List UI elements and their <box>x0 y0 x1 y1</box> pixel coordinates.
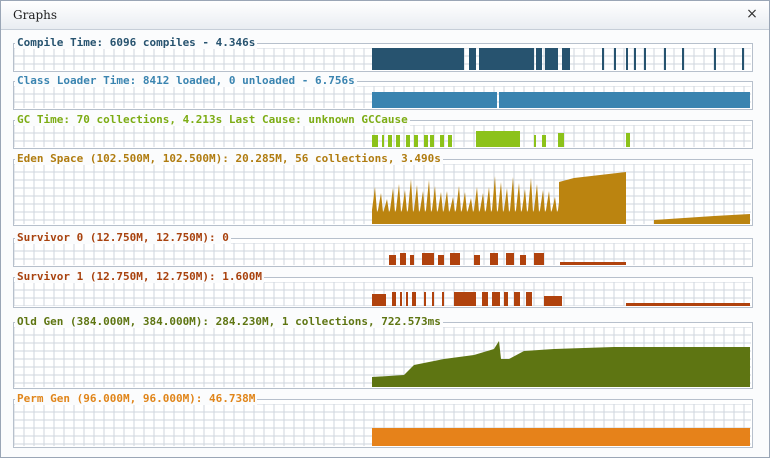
survivor-1-label: Survivor 1 (12.750M, 12.750M): 1.600M <box>15 270 265 283</box>
compile-time-panel: Compile Time: 6096 compiles - 4.346s <box>13 36 753 72</box>
compile-time-label: Compile Time: 6096 compiles - 4.346s <box>15 36 258 49</box>
old-gen-graph <box>14 327 751 387</box>
eden-space-label: Eden Space (102.500M, 102.500M): 20.285M… <box>15 152 443 165</box>
window-title: Graphs <box>13 8 58 22</box>
survivor-0-panel: Survivor 0 (12.750M, 12.750M): 0 <box>13 231 753 267</box>
compile-time-graph <box>14 48 751 70</box>
perm-gen-graph <box>14 404 751 446</box>
survivor-0-graph <box>14 243 751 265</box>
perm-gen-label: Perm Gen (96.000M, 96.000M): 46.738M <box>15 392 258 405</box>
class-loader-label: Class Loader Time: 8412 loaded, 0 unload… <box>15 74 357 87</box>
eden-space-graph <box>14 164 751 224</box>
survivor-1-panel: Survivor 1 (12.750M, 12.750M): 1.600M <box>13 270 753 308</box>
old-gen-label: Old Gen (384.000M, 384.000M): 284.230M, … <box>15 315 443 328</box>
class-loader-panel: Class Loader Time: 8412 loaded, 0 unload… <box>13 74 753 110</box>
gc-time-label: GC Time: 70 collections, 4.213s Last Cau… <box>15 113 410 126</box>
gc-time-panel: GC Time: 70 collections, 4.213s Last Cau… <box>13 113 753 149</box>
survivor-1-graph <box>14 282 751 306</box>
eden-space-panel: Eden Space (102.500M, 102.500M): 20.285M… <box>13 152 753 226</box>
survivor-0-label: Survivor 0 (12.750M, 12.750M): 0 <box>15 231 231 244</box>
class-loader-graph <box>14 86 751 108</box>
title-bar: Graphs × <box>1 1 769 30</box>
gc-time-graph <box>14 125 751 147</box>
perm-gen-panel: Perm Gen (96.000M, 96.000M): 46.738M <box>13 392 753 448</box>
close-icon[interactable]: × <box>746 6 758 22</box>
old-gen-panel: Old Gen (384.000M, 384.000M): 284.230M, … <box>13 315 753 389</box>
